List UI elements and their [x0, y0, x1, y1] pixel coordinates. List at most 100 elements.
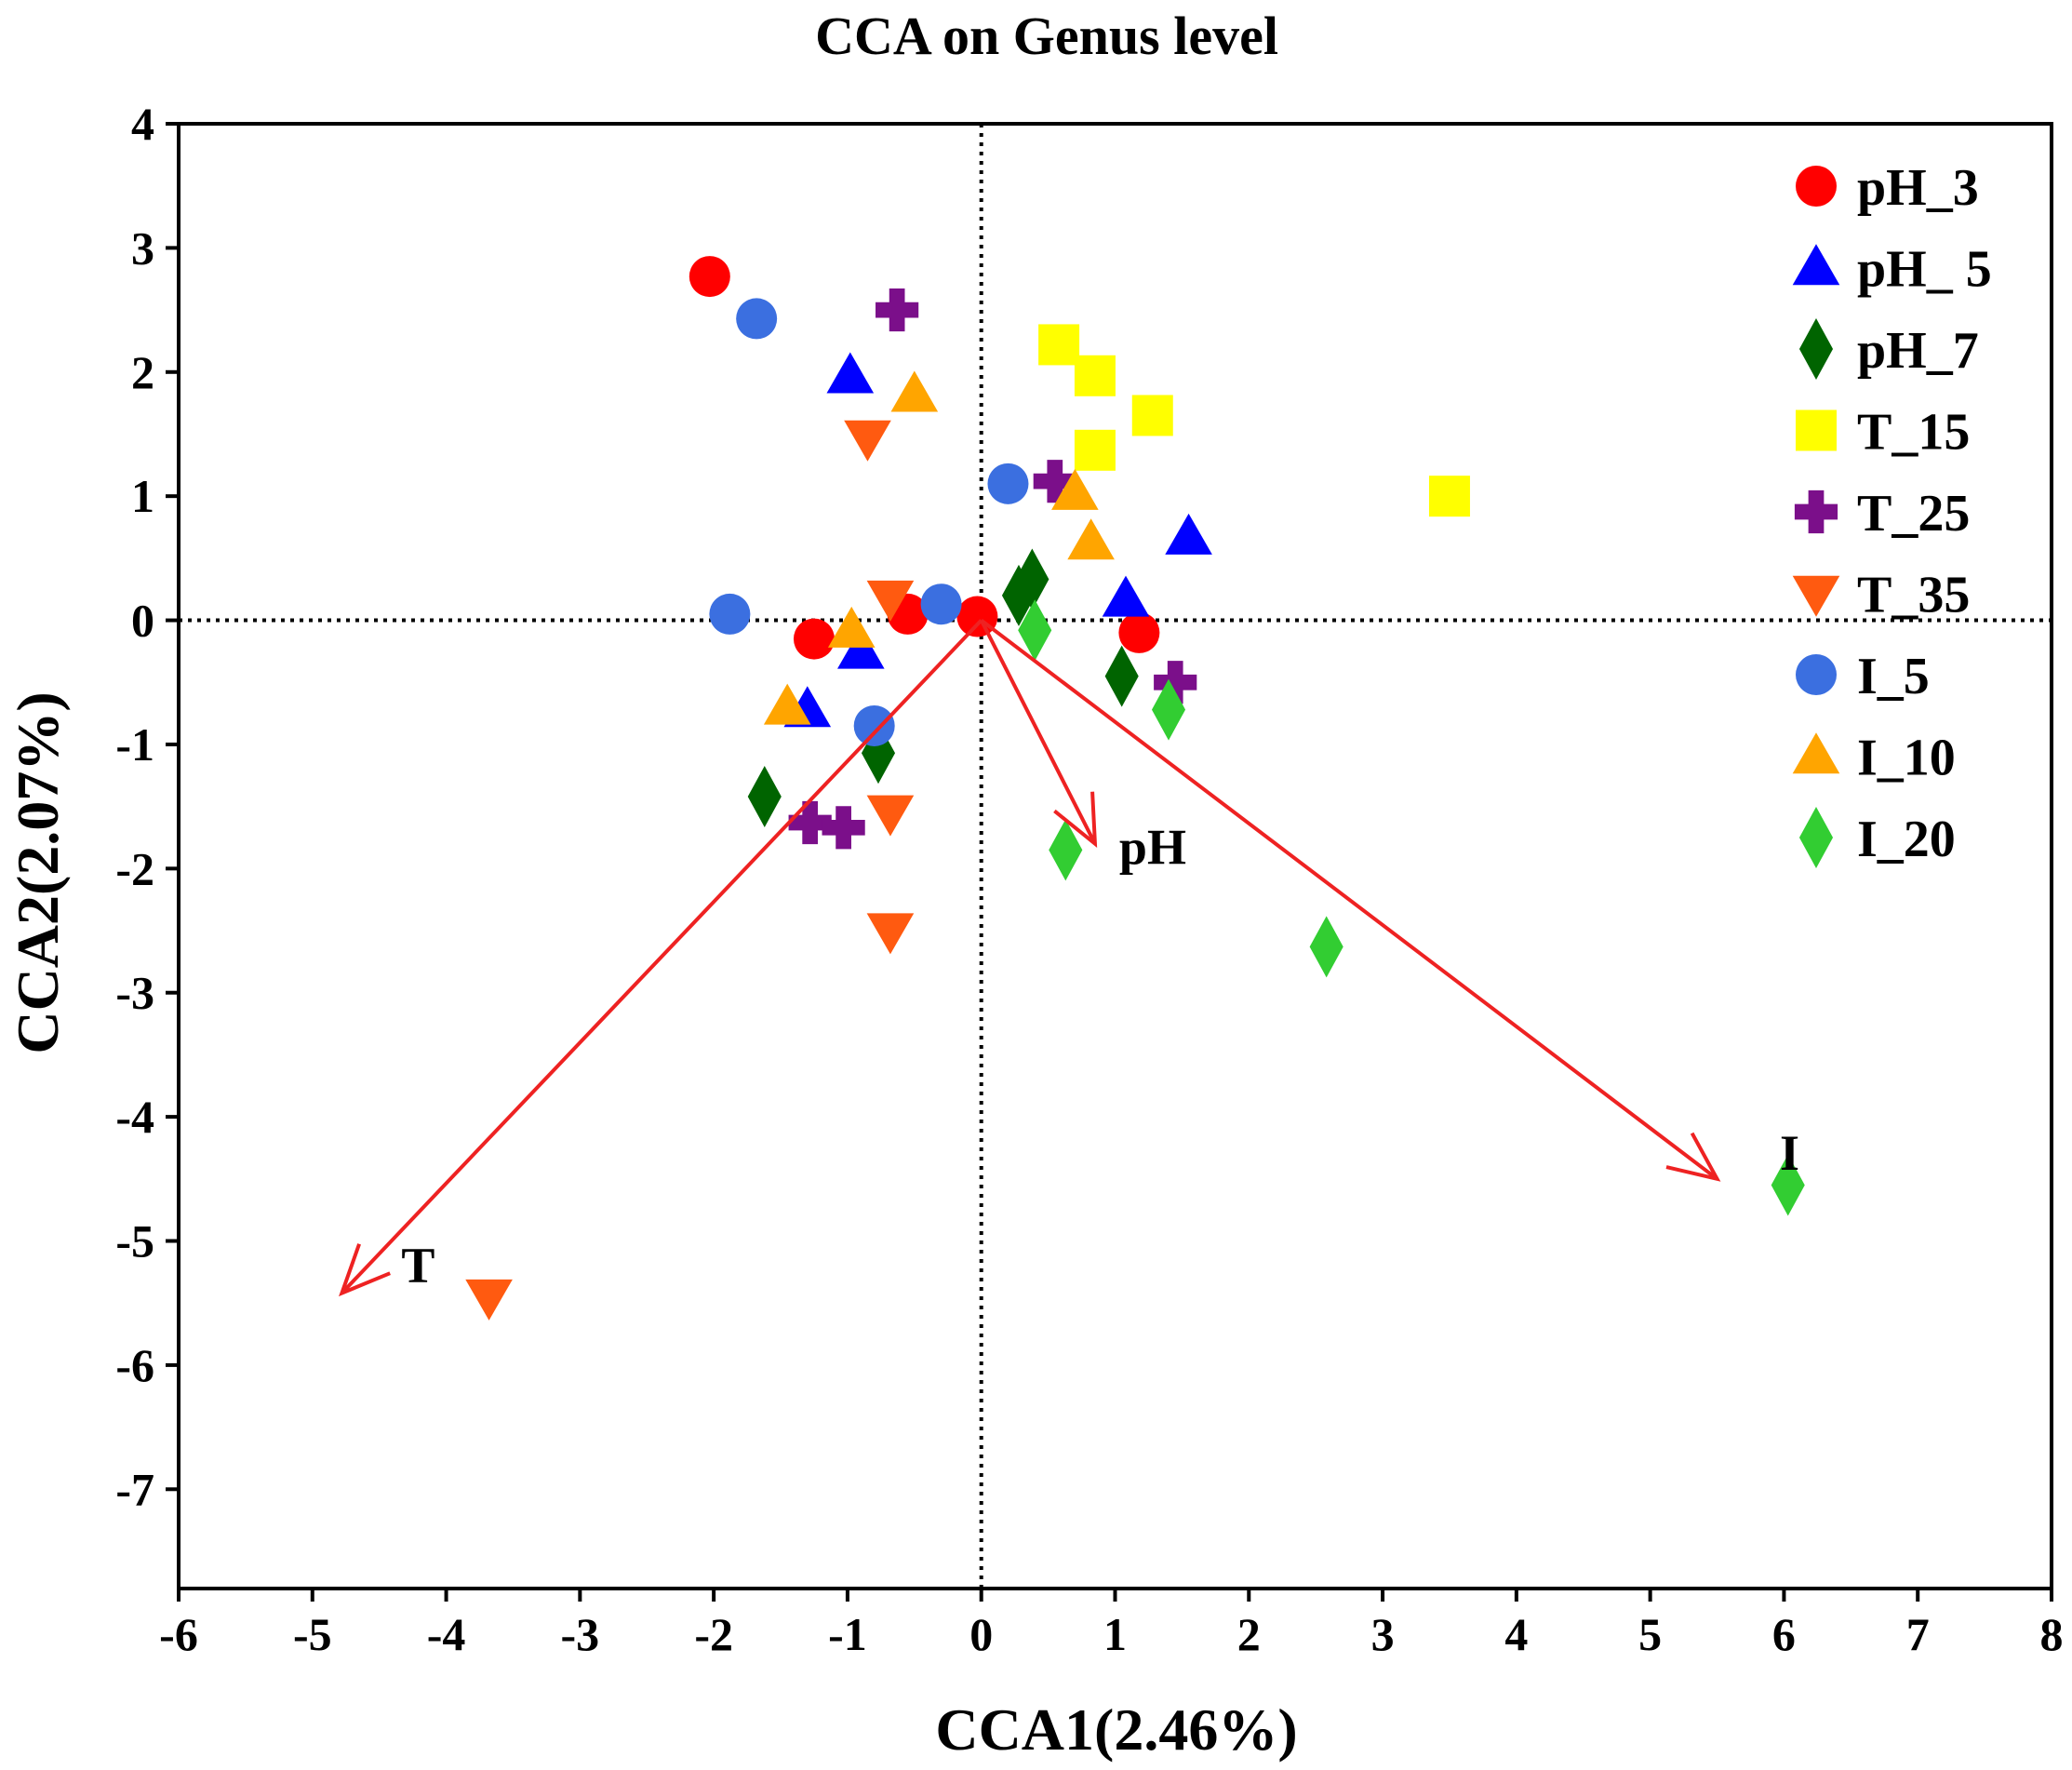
- data-point: [956, 596, 998, 637]
- legend-marker: [1792, 244, 1840, 286]
- data-point: [822, 806, 865, 850]
- legend-item: T_35: [1792, 567, 1970, 624]
- y-axis-title: CCA2(2.07%): [5, 691, 71, 1053]
- plot-frame: [177, 122, 2053, 1590]
- x-tick-label: -5: [293, 1608, 332, 1660]
- x-tick-label: -1: [828, 1608, 867, 1660]
- vector-arrowhead: [1053, 791, 1098, 849]
- legend-marker: [1798, 807, 1834, 868]
- vector-arrow: [979, 619, 1097, 845]
- data-point: [1771, 1154, 1805, 1216]
- chart-title: CCA on Genus level: [815, 6, 1278, 66]
- data-point: [788, 800, 832, 845]
- vector-arrow: [980, 618, 1718, 1181]
- data-point: [890, 370, 939, 412]
- data-point: [987, 463, 1029, 504]
- legend-label: T_15: [1857, 404, 1970, 462]
- vector-arrowhead: [339, 1243, 391, 1297]
- y-tick-label: -7: [115, 1463, 154, 1515]
- data-point: [920, 583, 962, 625]
- legend-item: T_25: [1794, 485, 1970, 543]
- legend-label: pH_ 5: [1857, 241, 1992, 299]
- y-tick-label: -5: [115, 1215, 154, 1267]
- data-point: [465, 1279, 513, 1321]
- y-tick-label: -6: [115, 1339, 154, 1391]
- y-tick-label: -3: [115, 967, 154, 1019]
- legend-label: I_10: [1857, 730, 1956, 787]
- vector-label: T: [401, 1238, 434, 1294]
- x-tick-label: 0: [969, 1608, 993, 1660]
- legend-marker: [1796, 409, 1837, 451]
- data-point: [827, 606, 876, 648]
- vector-arrow: [340, 619, 983, 1294]
- data-point: [736, 298, 778, 340]
- data-point: [1074, 355, 1116, 396]
- x-axis-title: CCA1(2.46%): [935, 1696, 1297, 1763]
- vector-arrowhead: [1665, 1132, 1721, 1182]
- legend-marker: [1792, 575, 1840, 617]
- data-point: [1309, 916, 1343, 978]
- y-tick-label: 1: [131, 470, 154, 522]
- legend-label: T_35: [1857, 567, 1970, 624]
- data-point: [1154, 661, 1197, 704]
- legend-item: pH_3: [1796, 159, 1979, 217]
- data-point: [793, 618, 835, 660]
- y-tick-label: 3: [131, 221, 154, 274]
- data-point: [1118, 611, 1160, 653]
- legend-marker: [1796, 654, 1837, 695]
- data-point: [1049, 819, 1083, 881]
- x-tick-label: -2: [694, 1608, 733, 1660]
- data-point: [747, 765, 782, 827]
- x-tick-label: 2: [1237, 1608, 1261, 1660]
- x-tick-label: 1: [1103, 1608, 1127, 1660]
- data-point: [1015, 548, 1049, 610]
- data-point: [1102, 575, 1150, 617]
- data-point: [1033, 460, 1076, 503]
- legend-label: pH_3: [1857, 159, 1979, 217]
- data-point: [1067, 518, 1115, 560]
- vector-label: I: [1780, 1125, 1799, 1181]
- data-point: [1074, 429, 1116, 471]
- legend-item: I_10: [1792, 730, 1956, 787]
- x-tick-label: -3: [561, 1608, 600, 1660]
- data-point: [1051, 468, 1099, 510]
- legend-marker: [1798, 318, 1834, 380]
- data-point: [1018, 599, 1052, 662]
- x-tick-label: 3: [1371, 1608, 1395, 1660]
- legend-label: I_20: [1857, 811, 1956, 868]
- x-tick-label: 5: [1638, 1608, 1662, 1660]
- data-point: [1428, 476, 1470, 517]
- vector-label: pH: [1119, 820, 1186, 876]
- data-point: [826, 352, 875, 394]
- x-tick-label: -4: [427, 1608, 466, 1660]
- y-tick-label: -4: [115, 1091, 154, 1143]
- data-point: [876, 288, 919, 332]
- y-tick-label: 4: [131, 98, 154, 150]
- y-tick-label: 2: [131, 346, 154, 398]
- x-tick-label: 7: [1906, 1608, 1930, 1660]
- legend-item: pH_7: [1798, 318, 1979, 380]
- y-tick-label: -2: [115, 842, 154, 894]
- data-point: [837, 627, 885, 669]
- data-point: [853, 704, 895, 746]
- data-point: [866, 913, 915, 955]
- legend-marker: [1794, 489, 1838, 534]
- data-point: [866, 580, 915, 622]
- legend-item: pH_ 5: [1792, 241, 1992, 299]
- data-point: [1165, 513, 1212, 555]
- x-tick-label: 4: [1504, 1608, 1528, 1660]
- plot-area: -6 -5 -4 -3 -2 -1 0 1 2 3 4 5 6 7 8 4 3 2 1 0 -1 -2 -3 -4 -5 -6 -7…: [115, 98, 2063, 1660]
- legend-label: I_5: [1857, 648, 1930, 705]
- legend-marker: [1796, 166, 1837, 207]
- data-point: [1038, 324, 1080, 366]
- legend-item: I_5: [1796, 648, 1930, 705]
- data-point: [688, 256, 730, 298]
- x-tick-label: 6: [1772, 1608, 1796, 1660]
- legend-label: T_25: [1857, 485, 1970, 543]
- data-point: [866, 795, 915, 837]
- legend: pH_3 pH_ 5 pH_7 T_15 T_25 T_35 I_5 I_10 I_20: [1792, 159, 1992, 868]
- data-point: [1151, 678, 1186, 741]
- data-point: [1104, 645, 1139, 707]
- data-point: [844, 420, 891, 462]
- x-tick-label: -6: [159, 1608, 198, 1660]
